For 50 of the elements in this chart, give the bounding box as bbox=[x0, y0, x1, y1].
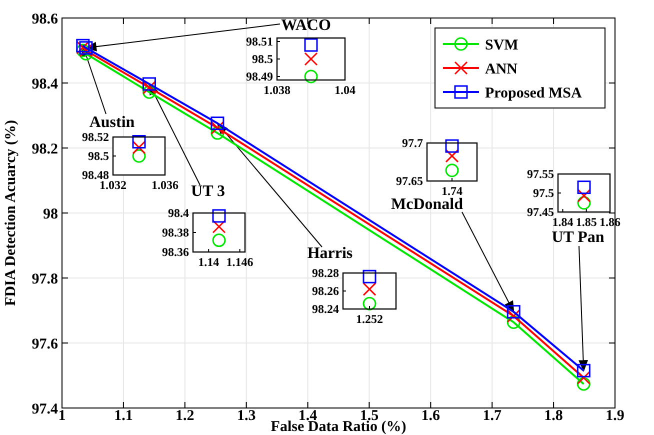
y-tick-label: 98 bbox=[43, 206, 58, 222]
y-tick-label: 98.4 bbox=[168, 206, 189, 220]
x-tick-label: 1.85 bbox=[576, 215, 597, 229]
x-tick-label: 1.2 bbox=[176, 408, 194, 424]
annotation: WACO bbox=[281, 17, 331, 34]
y-tick-label: 98.5 bbox=[88, 149, 109, 164]
y-tick-label: 97.8 bbox=[32, 271, 58, 288]
x-tick-label: 1.146 bbox=[226, 255, 254, 269]
y-tick-label: 98.49 bbox=[246, 70, 273, 84]
y-tick-label: 98.6 bbox=[32, 11, 58, 28]
x-tick-label: 1.1 bbox=[114, 408, 133, 424]
y-tick-label: 97.5 bbox=[533, 186, 554, 200]
x-tick-label: 1 bbox=[58, 408, 66, 424]
y-axis-title: FDIA Detection Acuarcy (%) bbox=[3, 120, 19, 306]
y-tick-label: 98.5 bbox=[252, 52, 273, 66]
y-tick-label: 98.26 bbox=[312, 284, 339, 298]
legend-label: ANN bbox=[485, 61, 518, 78]
y-tick-label: 97.55 bbox=[527, 167, 554, 182]
x-tick-label: 1.84 bbox=[552, 215, 574, 229]
y-tick-label: 98.36 bbox=[162, 245, 189, 260]
x-tick-label: 1.252 bbox=[356, 312, 383, 326]
y-tick-label: 97.6 bbox=[32, 336, 58, 352]
x-tick-label: 1.74 bbox=[442, 184, 462, 198]
x-tick-label: 1.8 bbox=[544, 408, 563, 424]
annotation: UT Pan bbox=[552, 229, 604, 246]
legend-label: SVM bbox=[485, 37, 518, 54]
y-tick-label: 98.24 bbox=[312, 302, 339, 316]
y-tick-label: 97.45 bbox=[527, 205, 554, 220]
x-tick-label: 1.038 bbox=[264, 83, 290, 97]
annotation: Austin bbox=[89, 114, 135, 131]
y-tick-label: 98.51 bbox=[246, 34, 273, 49]
annotation: McDonald bbox=[391, 196, 464, 213]
x-tick-label: 1.04 bbox=[334, 83, 356, 97]
x-tick-label: 1.9 bbox=[606, 408, 624, 424]
x-tick-label: 1.7 bbox=[482, 408, 502, 424]
annotation: UT 3 bbox=[191, 183, 225, 200]
x-tick-label: 1.3 bbox=[236, 408, 256, 424]
x-tick-label: 1.6 bbox=[421, 408, 441, 424]
y-tick-label: 98.28 bbox=[312, 266, 339, 280]
x-tick-label: 1.036 bbox=[152, 178, 178, 192]
x-tick-label: 1.14 bbox=[198, 255, 220, 269]
y-tick-label: 97.7 bbox=[402, 136, 423, 150]
annotation: Harris bbox=[307, 245, 353, 262]
y-tick-label: 97.4 bbox=[32, 401, 58, 418]
y-tick-label: 97.65 bbox=[396, 174, 423, 188]
y-tick-label: 98.38 bbox=[162, 226, 189, 240]
legend-label: Proposed MSA bbox=[485, 85, 582, 102]
y-tick-label: 98.2 bbox=[32, 141, 58, 158]
y-tick-label: 98.52 bbox=[82, 130, 109, 144]
y-tick-label: 98.4 bbox=[32, 76, 58, 92]
